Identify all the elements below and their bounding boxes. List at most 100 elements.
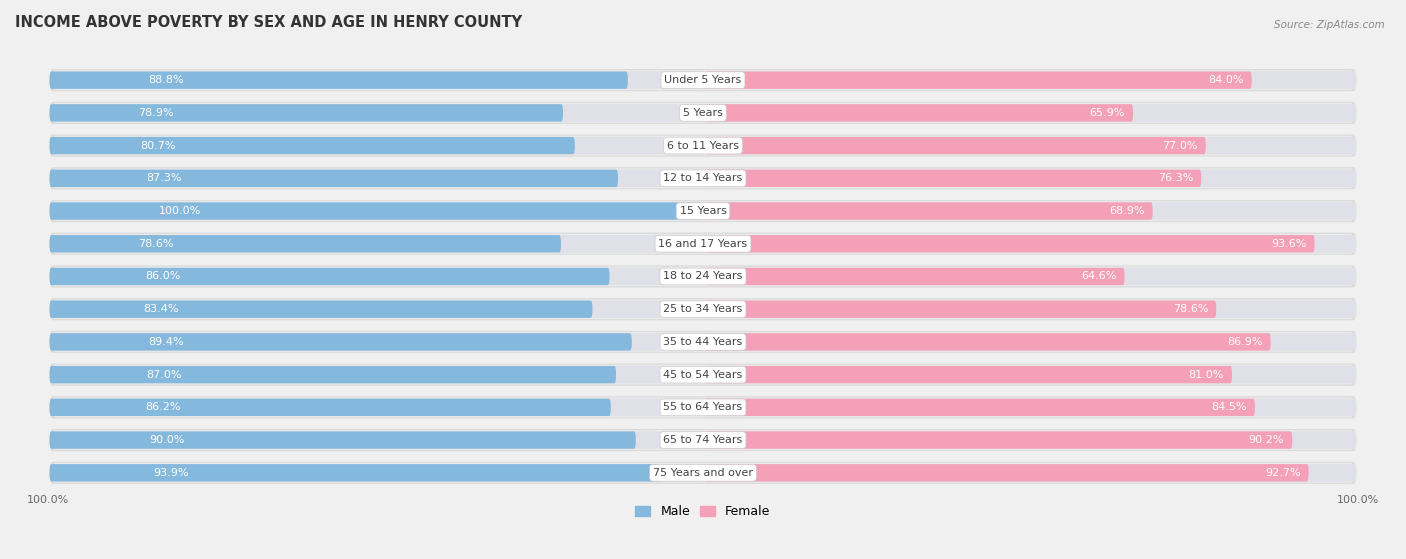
FancyBboxPatch shape xyxy=(704,399,1256,416)
Text: 86.0%: 86.0% xyxy=(145,272,181,282)
FancyBboxPatch shape xyxy=(49,169,702,187)
FancyBboxPatch shape xyxy=(53,332,1353,352)
FancyBboxPatch shape xyxy=(704,432,1292,449)
FancyBboxPatch shape xyxy=(49,72,702,89)
FancyBboxPatch shape xyxy=(704,235,1357,253)
Text: 75 Years and over: 75 Years and over xyxy=(652,468,754,478)
Text: 65.9%: 65.9% xyxy=(1090,108,1125,118)
FancyBboxPatch shape xyxy=(51,266,1355,287)
FancyBboxPatch shape xyxy=(53,463,1353,482)
FancyBboxPatch shape xyxy=(704,333,1357,350)
FancyBboxPatch shape xyxy=(49,333,631,350)
FancyBboxPatch shape xyxy=(704,137,1357,154)
Text: 86.2%: 86.2% xyxy=(146,402,181,413)
Text: 78.6%: 78.6% xyxy=(138,239,173,249)
FancyBboxPatch shape xyxy=(53,397,1353,417)
FancyBboxPatch shape xyxy=(704,72,1251,89)
FancyBboxPatch shape xyxy=(49,333,702,350)
FancyBboxPatch shape xyxy=(704,268,1125,285)
FancyBboxPatch shape xyxy=(49,301,702,318)
FancyBboxPatch shape xyxy=(49,137,702,154)
FancyBboxPatch shape xyxy=(51,298,1355,320)
Text: 15 Years: 15 Years xyxy=(679,206,727,216)
Text: 84.0%: 84.0% xyxy=(1208,75,1243,85)
Text: 12 to 14 Years: 12 to 14 Years xyxy=(664,173,742,183)
Text: 81.0%: 81.0% xyxy=(1188,369,1223,380)
FancyBboxPatch shape xyxy=(51,102,1355,124)
FancyBboxPatch shape xyxy=(51,396,1355,419)
Text: 87.0%: 87.0% xyxy=(146,369,181,380)
FancyBboxPatch shape xyxy=(51,363,1355,386)
Text: 84.5%: 84.5% xyxy=(1212,402,1247,413)
FancyBboxPatch shape xyxy=(49,137,575,154)
FancyBboxPatch shape xyxy=(53,430,1353,450)
FancyBboxPatch shape xyxy=(704,104,1357,121)
Text: 78.6%: 78.6% xyxy=(1173,304,1208,314)
Text: 77.0%: 77.0% xyxy=(1163,141,1198,150)
FancyBboxPatch shape xyxy=(49,464,661,481)
FancyBboxPatch shape xyxy=(53,365,1353,385)
FancyBboxPatch shape xyxy=(51,331,1355,353)
FancyBboxPatch shape xyxy=(49,202,702,220)
Text: 83.4%: 83.4% xyxy=(143,304,179,314)
FancyBboxPatch shape xyxy=(704,301,1216,318)
Text: 76.3%: 76.3% xyxy=(1157,173,1194,183)
FancyBboxPatch shape xyxy=(49,169,619,187)
FancyBboxPatch shape xyxy=(49,235,561,253)
Legend: Male, Female: Male, Female xyxy=(630,500,776,523)
FancyBboxPatch shape xyxy=(704,366,1232,383)
Text: 5 Years: 5 Years xyxy=(683,108,723,118)
FancyBboxPatch shape xyxy=(53,267,1353,286)
Text: 90.0%: 90.0% xyxy=(149,435,184,445)
Text: 18 to 24 Years: 18 to 24 Years xyxy=(664,272,742,282)
Text: INCOME ABOVE POVERTY BY SEX AND AGE IN HENRY COUNTY: INCOME ABOVE POVERTY BY SEX AND AGE IN H… xyxy=(15,15,522,30)
Text: 100.0%: 100.0% xyxy=(159,206,201,216)
FancyBboxPatch shape xyxy=(53,168,1353,188)
Text: 45 to 54 Years: 45 to 54 Years xyxy=(664,369,742,380)
FancyBboxPatch shape xyxy=(704,333,1271,350)
FancyBboxPatch shape xyxy=(49,72,628,89)
Text: 93.6%: 93.6% xyxy=(1271,239,1306,249)
FancyBboxPatch shape xyxy=(51,200,1355,222)
Text: 80.7%: 80.7% xyxy=(141,141,176,150)
FancyBboxPatch shape xyxy=(49,432,702,449)
FancyBboxPatch shape xyxy=(704,464,1309,481)
FancyBboxPatch shape xyxy=(51,69,1355,91)
FancyBboxPatch shape xyxy=(704,432,1357,449)
FancyBboxPatch shape xyxy=(704,464,1357,481)
FancyBboxPatch shape xyxy=(51,429,1355,451)
Text: 87.3%: 87.3% xyxy=(146,173,183,183)
FancyBboxPatch shape xyxy=(51,167,1355,190)
Text: Under 5 Years: Under 5 Years xyxy=(665,75,741,85)
Text: 90.2%: 90.2% xyxy=(1249,435,1284,445)
Text: 25 to 34 Years: 25 to 34 Years xyxy=(664,304,742,314)
Text: 92.7%: 92.7% xyxy=(1265,468,1301,478)
FancyBboxPatch shape xyxy=(51,135,1355,157)
Text: 16 and 17 Years: 16 and 17 Years xyxy=(658,239,748,249)
FancyBboxPatch shape xyxy=(53,201,1353,221)
FancyBboxPatch shape xyxy=(51,233,1355,255)
FancyBboxPatch shape xyxy=(704,104,1133,121)
FancyBboxPatch shape xyxy=(53,136,1353,155)
FancyBboxPatch shape xyxy=(704,268,1357,285)
FancyBboxPatch shape xyxy=(49,399,610,416)
Text: Source: ZipAtlas.com: Source: ZipAtlas.com xyxy=(1274,20,1385,30)
FancyBboxPatch shape xyxy=(49,268,702,285)
FancyBboxPatch shape xyxy=(704,169,1201,187)
FancyBboxPatch shape xyxy=(704,202,1357,220)
Text: 64.6%: 64.6% xyxy=(1081,272,1116,282)
FancyBboxPatch shape xyxy=(704,137,1206,154)
Text: 35 to 44 Years: 35 to 44 Years xyxy=(664,337,742,347)
FancyBboxPatch shape xyxy=(49,268,610,285)
FancyBboxPatch shape xyxy=(704,169,1357,187)
FancyBboxPatch shape xyxy=(49,464,702,481)
FancyBboxPatch shape xyxy=(704,202,1153,220)
FancyBboxPatch shape xyxy=(53,70,1353,90)
FancyBboxPatch shape xyxy=(704,399,1357,416)
FancyBboxPatch shape xyxy=(704,72,1357,89)
Text: 65 to 74 Years: 65 to 74 Years xyxy=(664,435,742,445)
FancyBboxPatch shape xyxy=(53,103,1353,122)
FancyBboxPatch shape xyxy=(704,366,1357,383)
Text: 6 to 11 Years: 6 to 11 Years xyxy=(666,141,740,150)
Text: 89.4%: 89.4% xyxy=(149,337,184,347)
